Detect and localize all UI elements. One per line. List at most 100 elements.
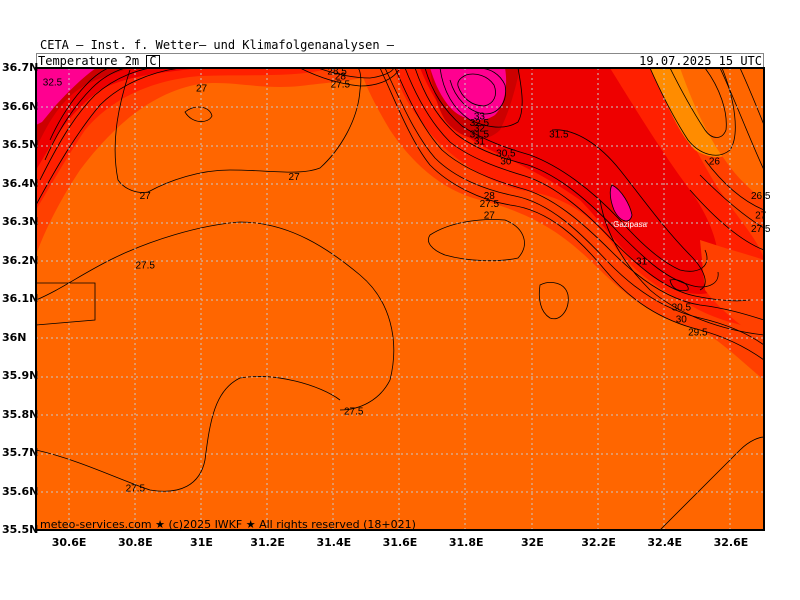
contour-label-layer: 32.52728.52827.53332.53231.53131.530.530… [43,67,771,495]
contour-label: 32.5 [470,118,490,129]
isotherm-29-5-se [599,199,764,336]
lat-label: 36.2N [2,253,39,267]
isotherm-30 [44,68,126,161]
lat-label: 35.8N [2,407,39,421]
contour-label: 28.5 [327,67,347,78]
variable-title: Temperature 2m C [38,54,160,68]
contour-label: 31 [474,136,486,147]
contour-lines [36,68,764,530]
contour-label: 28 [484,191,496,202]
variable-name: Temperature 2m [38,54,140,68]
isotherm-27-5-c [36,282,96,326]
contour-label: 27.5 [135,260,155,271]
lat-label: 35.6N [2,484,39,498]
lon-label: 31E [190,536,213,549]
organization-title: CETA — Inst. f. Wetter— und Klimafolgena… [40,38,395,52]
contour-label: 30.5 [496,149,516,160]
field-30-west [36,68,330,210]
isotherm-29-5-e [394,68,764,321]
lon-label: 32.2E [581,536,616,549]
contour-label: 27 [289,172,301,183]
isotherm-27-5-ne [699,174,764,229]
lon-label: 31.6E [382,536,418,549]
lon-label: 31.4E [316,536,352,549]
contour-label: 27 [484,210,496,221]
isotherm-32-5-n [457,73,496,107]
contour-label: 27 [196,83,208,94]
isotherm-28-5-n [317,68,395,79]
isotherm-31-5-e [551,129,706,291]
isotherm-28-ne [689,189,764,251]
contour-label: 26 [709,156,721,167]
field-28-west [36,68,400,255]
lat-label: 36N [2,330,27,344]
lat-label: 36.3N [2,215,39,228]
lat-label: 36.6N [2,99,39,113]
lat-label: 36.7N [2,61,39,74]
graticule [36,68,764,530]
lon-label: 31.2E [250,536,285,549]
lon-label: 32E [520,536,544,549]
contour-label: 31.5 [470,130,490,141]
field-layer [36,68,764,530]
isotherm-32-n [449,68,507,115]
place-label-gazipasa: Gazipasa [613,220,647,229]
lon-label: 31.8E [448,536,484,549]
contour-label: 27.5 [480,199,500,210]
isotherm-31 [49,68,109,141]
isotherm-29 [39,68,151,181]
isotherm-27-f [428,219,525,262]
isotherm-27-5-a [36,221,395,411]
contour-label: 27 [140,191,152,202]
contour-label: 27.5 [126,484,146,495]
contour-label: 31.5 [549,130,569,141]
isotherm-30-5-spot [669,279,689,292]
lon-label: 32.4E [647,536,683,549]
contour-label: 28 [335,72,347,83]
field-33-west [36,68,96,125]
isotherm-26-5 [649,68,736,156]
copyright-footer: meteo-services.com ★ (c)2025 IWKF ★ All … [40,518,416,531]
contour-label: 32 [474,124,486,135]
contour-label: 27.5 [751,224,771,235]
isotherm-27-e [538,282,569,320]
contour-label: 27.5 [331,79,351,90]
field-27-ne [680,68,764,200]
lat-label: 35.5N [2,523,39,536]
isotherm-27-ne-b [739,68,764,126]
isotherm-31-e [424,68,708,272]
isotherm-27-b [184,106,213,122]
lon-label: 30.8E [117,536,153,549]
contour-label: 30.5 [672,303,692,314]
isotherm-27-ne-a [719,68,764,171]
contour-label: 30 [500,156,512,167]
lat-label: 36.4N [2,176,39,190]
isotherm-28 [36,68,181,206]
lat-label: 35.9N [2,369,39,382]
isotherm-33-coast [609,184,633,222]
field-33-coast [610,185,632,222]
contour-label: 27.5 [344,407,364,418]
contour-label: 27 [755,210,767,221]
isotherm-27-a [114,68,362,193]
lon-label: 30.6E [51,536,87,549]
contour-label: 26.5 [751,191,771,202]
isotherm-31-5-n [439,68,523,128]
isotherm-28-n [299,68,401,87]
isotherm-30-e [404,68,751,302]
isotherm-30-5-e [414,68,719,288]
isotherm-27-ne-c [704,159,764,211]
lat-label: 36.5N [2,138,39,151]
lat-label: 36.1N [2,292,39,305]
field-31-west [36,68,200,170]
contour-label: 29.5 [688,328,708,339]
contour-label: 33 [474,111,486,122]
lat-label: 35.7N [2,446,39,459]
valid-datetime: 19.07.2025 15 UTC [639,54,762,68]
isotherm-28-5 [379,68,764,361]
lon-label: 32.6E [713,536,749,549]
isotherm-29-e [384,68,764,346]
isotherm-26 [669,68,727,138]
contour-label: 31 [636,257,648,268]
contour-label: 32.5 [43,78,63,89]
